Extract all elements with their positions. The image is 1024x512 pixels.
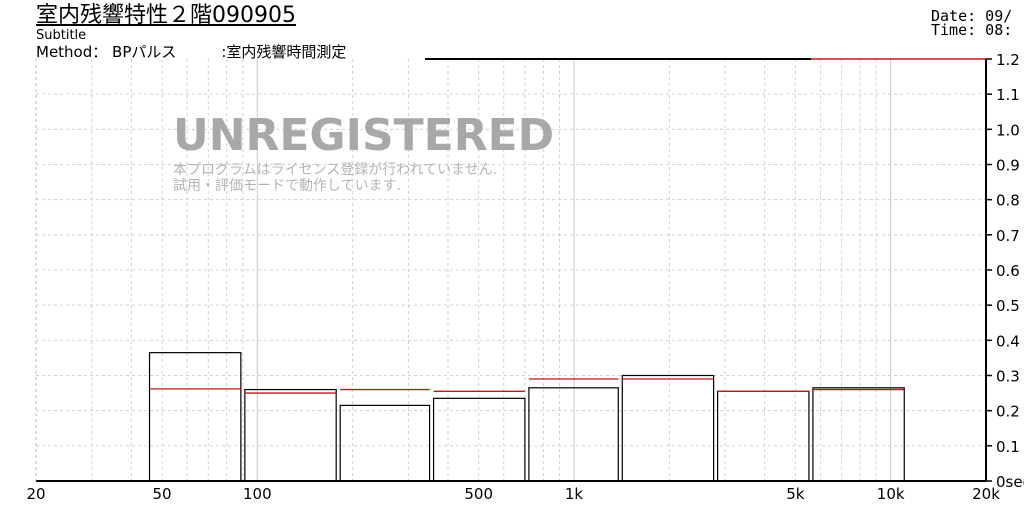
y-tick-label: 0.8 [996,192,1020,210]
time-label: Time: 08: [931,21,1013,39]
y-tick-label: 0sec [996,473,1024,491]
watermark-line-2: 試用・評価モードで動作しています. [173,178,401,194]
grid-lines [36,59,986,481]
unregistered-watermark: UNREGISTERED 本プログラムはライセンス登録が行われていません. 試用… [173,110,554,194]
bars-layer [148,352,905,482]
y-tick-label: 0.3 [996,368,1020,386]
x-tick-label: 20k [972,485,1000,503]
y-tick-label: 1.2 [996,51,1020,69]
x-tick-label: 50 [152,485,171,503]
band-bar [339,404,431,482]
y-tick-label: 0.2 [996,403,1020,421]
y-tick-labels: 1.2 1.1 1.0 0.9 0.8 0.7 0.6 0.5 0.4 0.3 0.2 0.1 0sec [996,51,1024,491]
x-tick-label: 1k [565,485,584,503]
plot-frame [35,58,992,482]
y-tick-label: 0.6 [996,262,1020,280]
x-tick-label: 500 [464,485,493,503]
x-tick-label: 100 [243,485,272,503]
y-tick-label: 0.7 [996,227,1020,245]
x-tick-label: 20 [26,485,45,503]
y-tick-label: 0.5 [996,297,1020,315]
y-tick-label: 0.9 [996,157,1020,175]
x-tick-labels: 20 50 100 500 1k 5k 10k 20k [26,485,1000,503]
watermark-title: UNREGISTERED [173,110,554,161]
chart-title: 室内残響特性２階090905 [36,3,296,28]
y-tick-label: 1.1 [996,86,1020,104]
y-tick-label: 0.1 [996,438,1020,456]
date-label: Date: 09/ [931,7,1013,25]
band-bar [244,388,337,482]
x-tick-label: 10k [877,485,905,503]
method-label: Method： BPパルス :室内残響時間測定 [36,43,347,61]
watermark-line-1: 本プログラムはライセンス登録が行われていません. [173,162,497,178]
band-bar [621,374,715,482]
chart-subtitle: Subtitle [36,28,87,43]
y-tick-label: 0.4 [996,332,1020,350]
x-tick-label: 5k [786,485,805,503]
red-series-layer [149,58,986,394]
y-tick-label: 1.0 [996,121,1020,139]
